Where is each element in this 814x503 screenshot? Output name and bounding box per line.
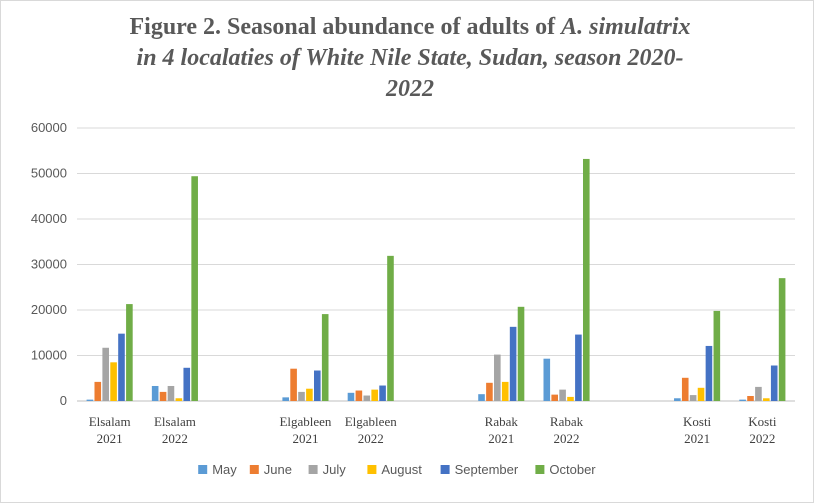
y-tick-label: 0 (60, 393, 67, 408)
title-line-1: Figure 2. Seasonal abundance of adults o… (129, 14, 556, 40)
bar-july (494, 354, 501, 401)
bar-may (674, 398, 681, 401)
bar-may (739, 399, 746, 401)
bar-september (509, 326, 517, 401)
bar-august (567, 396, 574, 401)
y-tick-label: 40000 (31, 211, 67, 226)
bar-june (551, 394, 558, 401)
bar-october (713, 310, 721, 401)
bar-october (126, 304, 133, 401)
bar-september (575, 334, 582, 401)
x-tick-label: 2022 (162, 431, 188, 446)
bar-july (755, 386, 762, 401)
bar-july (167, 385, 175, 401)
bar-june (94, 381, 102, 401)
bar-september (118, 333, 125, 401)
bar-october (778, 278, 786, 401)
y-tick-label: 30000 (31, 257, 67, 272)
x-tick-label: Elsalam (89, 414, 131, 429)
bar-may (543, 358, 551, 401)
x-tick-label: Rabak (485, 414, 519, 429)
title-line-3: 2022 (386, 76, 434, 102)
chart-title: Figure 2. Seasonal abundance of adults o… (60, 12, 760, 105)
bar-july (559, 389, 566, 401)
bar-september (379, 385, 386, 401)
x-tick-label: 2022 (554, 431, 580, 446)
legend-swatch-june (249, 465, 259, 474)
y-tick-label: 60000 (31, 120, 67, 135)
bar-october (387, 255, 394, 401)
y-tick-label: 10000 (31, 348, 67, 363)
bar-september (183, 367, 191, 401)
bars (86, 158, 786, 401)
bar-october (517, 306, 525, 401)
legend-label: August (381, 462, 422, 477)
bar-june (290, 368, 297, 401)
legend: May June July August September October (198, 462, 596, 477)
bar-september (314, 370, 321, 401)
bar-may (151, 385, 159, 401)
x-tick-label: 2021 (97, 431, 123, 446)
bar-august (306, 388, 313, 401)
x-tick-label: 2022 (358, 431, 384, 446)
legend-swatch-august (367, 465, 377, 474)
legend-swatch-september (440, 465, 450, 474)
legend-label: June (264, 462, 292, 477)
bar-october (321, 314, 329, 401)
bar-july (689, 395, 697, 401)
x-tick-label: Kosti (683, 414, 712, 429)
x-tick-label: Elgableen (345, 414, 397, 429)
bar-may (86, 399, 94, 401)
bar-august (371, 389, 378, 401)
x-tick-label: Elsalam (154, 414, 196, 429)
x-tick-label: 2021 (488, 431, 514, 446)
bar-august (763, 398, 770, 401)
bar-july (102, 347, 109, 401)
y-tick-label: 20000 (31, 302, 67, 317)
y-axis-ticks: 0 10000 20000 30000 40000 50000 60000 (31, 120, 67, 408)
x-tick-label: Rabak (550, 414, 584, 429)
x-tick-label: 2021 (684, 431, 710, 446)
bar-october (191, 176, 198, 401)
title-species: A. simulatrix (561, 14, 691, 40)
x-tick-label: Elgableen (279, 414, 331, 429)
bar-may (478, 394, 485, 401)
bar-august (501, 381, 509, 401)
legend-swatch-july (308, 465, 318, 474)
legend-label: July (323, 462, 347, 477)
legend-label: October (549, 462, 596, 477)
bar-august (175, 398, 183, 401)
bar-august (110, 362, 117, 401)
legend-swatch-may (198, 465, 208, 474)
bar-june (747, 395, 754, 401)
x-tick-label: 2022 (749, 431, 775, 446)
bar-june (681, 377, 689, 401)
title-line-2: in 4 localaties of White Nile State, Sud… (136, 45, 684, 71)
bar-august (697, 387, 705, 401)
bar-may (282, 397, 290, 401)
legend-label: May (212, 462, 237, 477)
bar-june (486, 382, 493, 401)
bar-july (363, 395, 371, 401)
x-tick-label: Kosti (748, 414, 777, 429)
y-tick-label: 50000 (31, 166, 67, 181)
bar-september (705, 345, 713, 401)
bar-july (298, 391, 305, 401)
bar-june (355, 390, 363, 401)
legend-label: September (455, 462, 519, 477)
bar-october (582, 158, 590, 401)
bar-may (347, 392, 355, 401)
x-axis-labels: Elsalam 2021 Elsalam 2022 Elgableen 2021 Elgab… (89, 414, 777, 446)
gridlines (77, 127, 795, 402)
x-tick-label: 2021 (292, 431, 318, 446)
bar-september (770, 365, 778, 401)
bar-june (159, 391, 167, 401)
legend-swatch-october (535, 465, 545, 474)
